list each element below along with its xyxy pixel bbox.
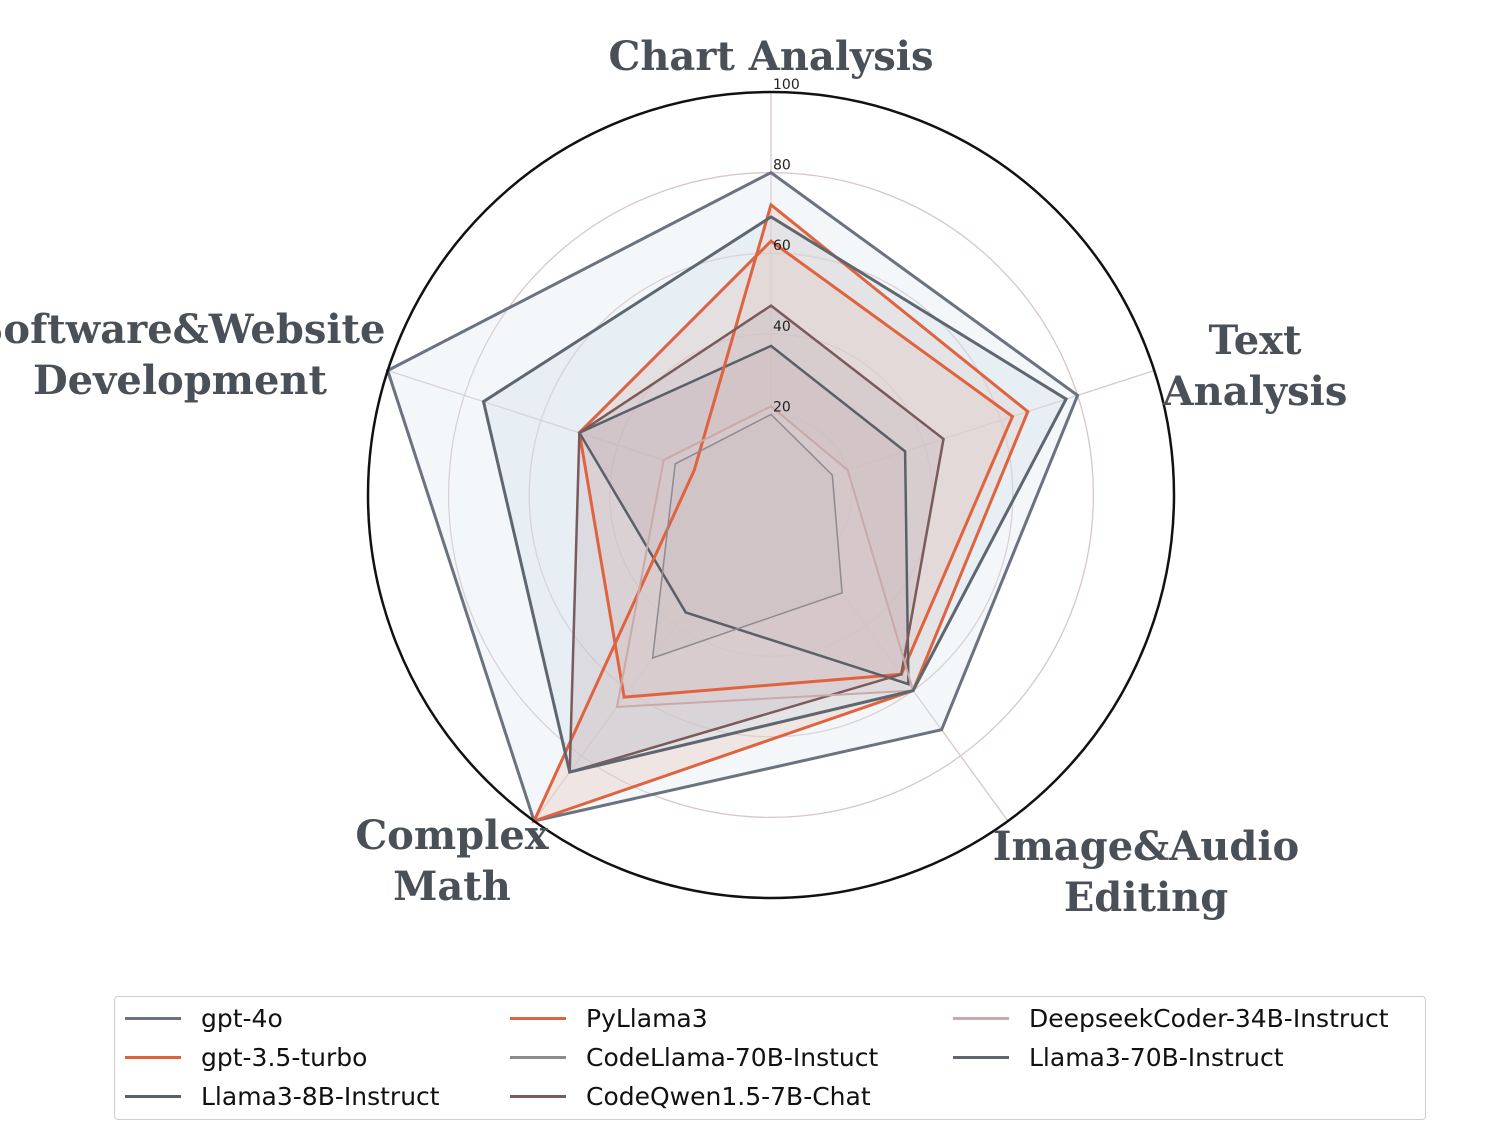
tick-label: 100: [773, 77, 800, 93]
axis-label: Analysis: [1162, 368, 1348, 415]
legend-label: CodeQwen1.5-7B-Chat: [586, 1081, 871, 1111]
legend-item: Llama3-8B-Instruct: [125, 1081, 440, 1111]
axis-label: Editing: [1064, 874, 1228, 921]
series-line: [568, 304, 945, 774]
series-area: [617, 406, 914, 707]
series-line: [577, 239, 1015, 699]
series-line: [651, 413, 843, 660]
series-area: [579, 241, 1013, 698]
series-line: [531, 202, 1030, 824]
outer-circle: [366, 90, 1176, 900]
legend-item: PyLlama3: [510, 1003, 708, 1033]
axis-label: Software&Website: [0, 306, 385, 353]
legend-label: Llama3-70B-Instruct: [1029, 1042, 1284, 1072]
radar-outer-frame: [366, 90, 1176, 900]
axis-label: Development: [33, 357, 328, 404]
legend-swatch: [510, 1055, 566, 1059]
axis-label: Text: [1209, 317, 1302, 364]
tick-label: 60: [773, 238, 791, 254]
axis-label: Complex: [355, 812, 549, 859]
legend-swatch: [125, 1094, 181, 1098]
legend-label: gpt-3.5-turbo: [201, 1042, 368, 1072]
series-area: [652, 414, 843, 658]
legend-item: gpt-4o: [125, 1003, 283, 1033]
legend-item: CodeQwen1.5-7B-Chat: [510, 1081, 871, 1111]
legend-item: gpt-3.5-turbo: [125, 1042, 367, 1072]
series-line: [385, 170, 1080, 823]
axis-label: Math: [393, 863, 511, 910]
series-area: [569, 305, 944, 773]
legend-item: Llama3-70B-Instruct: [953, 1042, 1284, 1072]
axis-spoke: [770, 369, 1155, 496]
axis-spoke: [770, 494, 1009, 822]
legend-swatch: [953, 1016, 1009, 1020]
series-area: [579, 345, 909, 685]
legend: gpt-4o gpt-3.5-turbo Llama3-8B-Instruct PyL…: [114, 996, 1426, 1120]
legend-swatch: [510, 1094, 566, 1098]
legend-swatch: [953, 1055, 1009, 1059]
legend-swatch: [125, 1016, 181, 1020]
legend-label: DeepseekCoder-34B-Instruct: [1029, 1003, 1389, 1033]
radial-tick-labels: 20 40 60 80 100: [773, 77, 800, 415]
tick-label: 40: [773, 319, 791, 335]
tick-label: 80: [773, 158, 791, 174]
axis-label: Image&Audio: [993, 823, 1299, 870]
legend-label: gpt-4o: [201, 1003, 283, 1033]
legend-swatch: [125, 1055, 181, 1059]
series-line: [615, 405, 915, 708]
legend-item: CodeLlama-70B-Instuct: [510, 1042, 878, 1072]
legend-label: PyLlama3: [586, 1003, 708, 1033]
legend-label: Llama3-8B-Instruct: [201, 1081, 440, 1111]
tick-label: 20: [773, 399, 791, 415]
series-line: [481, 215, 1069, 774]
legend-item: DeepseekCoder-34B-Instruct: [953, 1003, 1389, 1033]
legend-label: CodeLlama-70B-Instuct: [586, 1042, 879, 1072]
legend-swatch: [510, 1016, 566, 1020]
radar-series: [385, 170, 1080, 824]
axis-label: Chart Analysis: [608, 33, 933, 80]
series-line: [577, 344, 910, 686]
